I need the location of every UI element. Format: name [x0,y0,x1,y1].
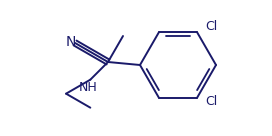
Text: N: N [66,35,76,49]
Text: Cl: Cl [205,20,217,33]
Text: NH: NH [79,81,98,94]
Text: Cl: Cl [205,95,217,108]
